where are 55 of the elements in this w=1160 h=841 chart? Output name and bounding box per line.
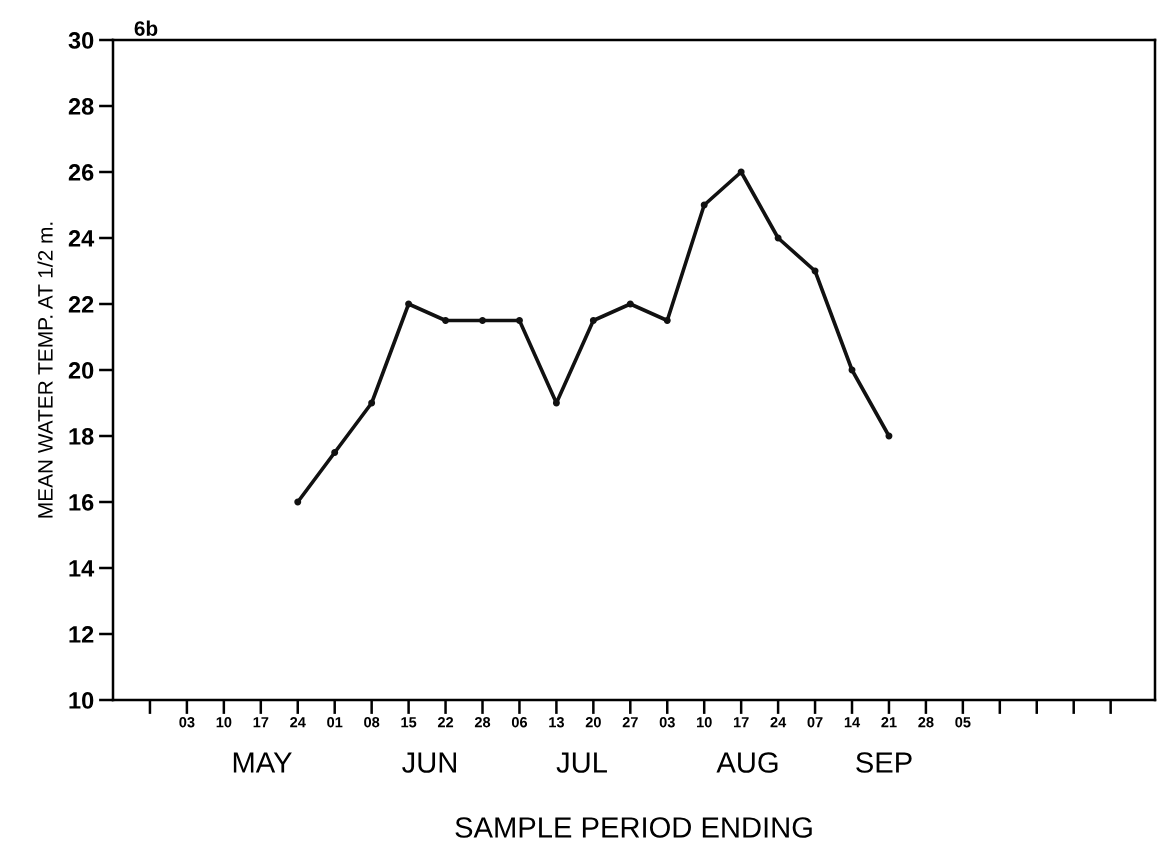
y-axis-title: MEAN WATER TEMP. AT 1/2 m.	[37, 222, 53, 518]
x-tick-label: 28	[474, 717, 491, 728]
y-tick-label: 20	[68, 362, 94, 379]
y-tick-label: 12	[69, 626, 94, 643]
y-tick-label: 14	[69, 560, 95, 577]
text: MAY	[233, 752, 292, 773]
x-tick-label: 10	[216, 717, 232, 728]
x-tick-label: 01	[327, 717, 343, 728]
point	[368, 399, 376, 407]
point	[774, 234, 782, 242]
x-tick-label: 06	[511, 717, 528, 728]
point	[515, 317, 523, 324]
x-axis-title: SAMPLE PERIOD ENDING	[455, 817, 812, 838]
point	[331, 449, 339, 456]
x-tick-label: 13	[549, 717, 564, 728]
y-tick-label: 26	[68, 164, 94, 181]
point	[700, 201, 708, 209]
y-tick-label: 30	[68, 32, 94, 49]
point	[589, 317, 597, 324]
x-tick-label: 03	[179, 717, 195, 728]
y-tick-label: 18	[69, 428, 94, 445]
x-tick-label: 22	[437, 717, 454, 728]
x-tick-label: 20	[585, 717, 601, 728]
x-tick-label: 21	[881, 717, 897, 728]
y-tick-label: 28	[68, 98, 94, 115]
y-tick-label: 10	[69, 692, 94, 709]
text: AUG	[716, 752, 778, 773]
point	[294, 498, 302, 506]
x-tick-label: 27	[622, 717, 638, 728]
x-tick-label: 05	[955, 717, 971, 728]
x-tick-label: 14	[844, 717, 861, 728]
x-tick-label: 28	[918, 717, 934, 728]
text: JUN	[402, 752, 456, 773]
y-tick-label: 24	[68, 230, 95, 247]
x-tick-label: 07	[807, 717, 823, 728]
y-tick-label: 16	[69, 494, 94, 511]
text: SEP	[856, 752, 912, 773]
x-tick-label: 10	[697, 717, 712, 728]
x-tick-label: 08	[364, 717, 380, 728]
x-tick-label: 24	[290, 717, 306, 728]
x-tick-label: 17	[733, 717, 749, 728]
point	[552, 399, 560, 407]
text: JUL	[556, 752, 607, 773]
point	[663, 317, 671, 324]
x-tick-label: 15	[401, 717, 417, 728]
x-tick-label: 17	[253, 717, 269, 728]
y-tick-label: 22	[68, 296, 94, 313]
point	[405, 300, 413, 308]
x-tick-label: 03	[659, 717, 675, 728]
point	[737, 168, 745, 176]
point	[626, 300, 634, 308]
chart-title: 6b	[134, 20, 158, 36]
point	[442, 317, 450, 324]
point	[479, 317, 486, 324]
x-tick-label: 24	[770, 717, 787, 728]
